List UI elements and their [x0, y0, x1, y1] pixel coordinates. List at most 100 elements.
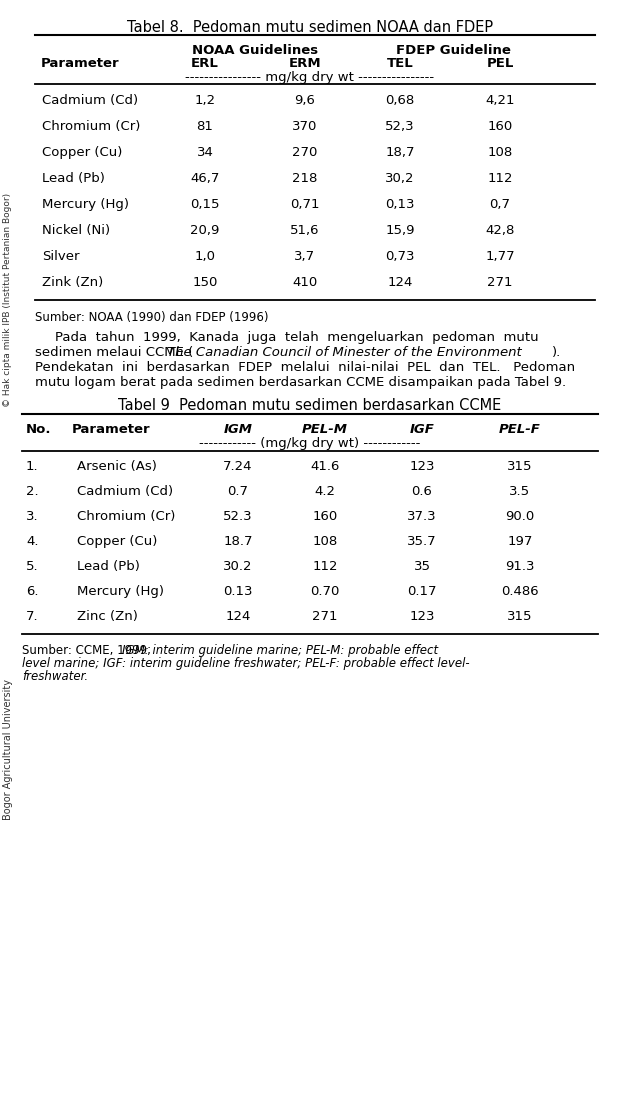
Text: 4.: 4.	[26, 535, 39, 548]
Text: Bogor Agricultural University: Bogor Agricultural University	[3, 680, 13, 821]
Text: mutu logam berat pada sedimen berdasarkan CCME disampaikan pada Tabel 9.: mutu logam berat pada sedimen berdasarka…	[35, 376, 566, 389]
Text: 52.3: 52.3	[223, 510, 253, 523]
Text: TEL: TEL	[387, 57, 414, 70]
Text: 1,77: 1,77	[485, 250, 515, 263]
Text: Pada  tahun  1999,  Kanada  juga  telah  mengeluarkan  pedoman  mutu: Pada tahun 1999, Kanada juga telah menge…	[55, 330, 538, 344]
Text: 124: 124	[388, 276, 413, 289]
Text: level marine; IGF: interim guideline freshwater; PEL-F: probable effect level-: level marine; IGF: interim guideline fre…	[22, 657, 469, 670]
Text: Tabel 9  Pedoman mutu sedimen berdasarkan CCME: Tabel 9 Pedoman mutu sedimen berdasarkan…	[119, 398, 502, 413]
Text: IGF: IGF	[410, 423, 434, 436]
Text: 370: 370	[292, 120, 318, 133]
Text: 3,7: 3,7	[294, 250, 315, 263]
Text: 91.3: 91.3	[505, 560, 535, 573]
Text: 34: 34	[197, 146, 214, 159]
Text: 123: 123	[409, 610, 435, 623]
Text: Copper (Cu): Copper (Cu)	[77, 535, 157, 548]
Text: 0,15: 0,15	[190, 199, 220, 211]
Text: 197: 197	[507, 535, 533, 548]
Text: 112: 112	[312, 560, 338, 573]
Text: ------------ (mg/kg dry wt) ------------: ------------ (mg/kg dry wt) ------------	[199, 437, 420, 450]
Text: 218: 218	[292, 172, 318, 185]
Text: 108: 108	[487, 146, 512, 159]
Text: 0,71: 0,71	[290, 199, 320, 211]
Text: 124: 124	[225, 610, 251, 623]
Text: 270: 270	[292, 146, 318, 159]
Text: 35.7: 35.7	[407, 535, 437, 548]
Text: 81: 81	[197, 120, 214, 133]
Text: 4.2: 4.2	[314, 485, 335, 498]
Text: IGM: IGM	[224, 423, 253, 436]
Text: PEL-F: PEL-F	[499, 423, 541, 436]
Text: IGM: interim guideline marine; PEL-M: probable effect: IGM: interim guideline marine; PEL-M: pr…	[122, 644, 438, 657]
Text: 0.17: 0.17	[407, 586, 437, 598]
Text: 5.: 5.	[26, 560, 39, 573]
Text: The Canadian Council of Minester of the Environment: The Canadian Council of Minester of the …	[167, 346, 522, 359]
Text: 160: 160	[487, 120, 512, 133]
Text: 52,3: 52,3	[385, 120, 415, 133]
Text: Sumber: CCME, 1999;: Sumber: CCME, 1999;	[22, 644, 155, 657]
Text: Cadmium (Cd): Cadmium (Cd)	[77, 485, 173, 498]
Text: © Hak cipta milik IPB (Institut Pertanian Bogor): © Hak cipta milik IPB (Institut Pertania…	[4, 193, 12, 407]
Text: 150: 150	[193, 276, 218, 289]
Text: 315: 315	[507, 460, 533, 474]
Text: 0.70: 0.70	[310, 586, 340, 598]
Text: 410: 410	[292, 276, 317, 289]
Text: ERM: ERM	[289, 57, 321, 70]
Text: 20,9: 20,9	[190, 224, 220, 237]
Text: Zink (Zn): Zink (Zn)	[42, 276, 103, 289]
Text: Mercury (Hg): Mercury (Hg)	[42, 199, 129, 211]
Text: Copper (Cu): Copper (Cu)	[42, 146, 122, 159]
Text: 42,8: 42,8	[486, 224, 515, 237]
Text: 7.: 7.	[26, 610, 39, 623]
Text: Lead (Pb): Lead (Pb)	[77, 560, 140, 573]
Text: Nickel (Ni): Nickel (Ni)	[42, 224, 110, 237]
Text: Cadmium (Cd): Cadmium (Cd)	[42, 94, 138, 106]
Text: 160: 160	[312, 510, 338, 523]
Text: Parameter: Parameter	[41, 57, 119, 70]
Text: 315: 315	[507, 610, 533, 623]
Text: 3.: 3.	[26, 510, 39, 523]
Text: Pendekatan  ini  berdasarkan  FDEP  melalui  nilai-nilai  PEL  dan  TEL.   Pedom: Pendekatan ini berdasarkan FDEP melalui …	[35, 362, 575, 374]
Text: 108: 108	[312, 535, 338, 548]
Text: FDEP Guideline: FDEP Guideline	[396, 44, 510, 57]
Text: freshwater.: freshwater.	[22, 670, 88, 683]
Text: 1,0: 1,0	[194, 250, 215, 263]
Text: Chromium (Cr): Chromium (Cr)	[77, 510, 175, 523]
Text: Parameter: Parameter	[72, 423, 151, 436]
Text: ).: ).	[552, 346, 561, 359]
Text: 30,2: 30,2	[385, 172, 415, 185]
Text: 46,7: 46,7	[190, 172, 220, 185]
Text: 7.24: 7.24	[224, 460, 253, 474]
Text: 0,7: 0,7	[489, 199, 510, 211]
Text: 4,21: 4,21	[485, 94, 515, 106]
Text: 90.0: 90.0	[505, 510, 535, 523]
Text: 1,2: 1,2	[194, 94, 215, 106]
Text: ---------------- mg/kg dry wt ----------------: ---------------- mg/kg dry wt ----------…	[186, 71, 435, 84]
Text: 0,68: 0,68	[386, 94, 415, 106]
Text: 112: 112	[487, 172, 513, 185]
Text: Arsenic (As): Arsenic (As)	[77, 460, 157, 474]
Text: 37.3: 37.3	[407, 510, 437, 523]
Text: 51,6: 51,6	[290, 224, 320, 237]
Text: Mercury (Hg): Mercury (Hg)	[77, 586, 164, 598]
Text: 41.6: 41.6	[310, 460, 340, 474]
Text: 18.7: 18.7	[224, 535, 253, 548]
Text: 271: 271	[312, 610, 338, 623]
Text: Silver: Silver	[42, 250, 79, 263]
Text: 0.13: 0.13	[224, 586, 253, 598]
Text: 0,73: 0,73	[385, 250, 415, 263]
Text: 0.7: 0.7	[227, 485, 248, 498]
Text: Chromium (Cr): Chromium (Cr)	[42, 120, 140, 133]
Text: NOAA Guidelines: NOAA Guidelines	[192, 44, 318, 57]
Text: 2.: 2.	[26, 485, 39, 498]
Text: 15,9: 15,9	[385, 224, 415, 237]
Text: sedimen melaui CCME (: sedimen melaui CCME (	[35, 346, 193, 359]
Text: 3.5: 3.5	[509, 485, 530, 498]
Text: PEL-M: PEL-M	[302, 423, 348, 436]
Text: Tabel 8.  Pedoman mutu sedimen NOAA dan FDEP: Tabel 8. Pedoman mutu sedimen NOAA dan F…	[127, 20, 493, 35]
Text: 123: 123	[409, 460, 435, 474]
Text: Zinc (Zn): Zinc (Zn)	[77, 610, 138, 623]
Text: 0.486: 0.486	[501, 586, 539, 598]
Text: No.: No.	[26, 423, 52, 436]
Text: 0.6: 0.6	[412, 485, 432, 498]
